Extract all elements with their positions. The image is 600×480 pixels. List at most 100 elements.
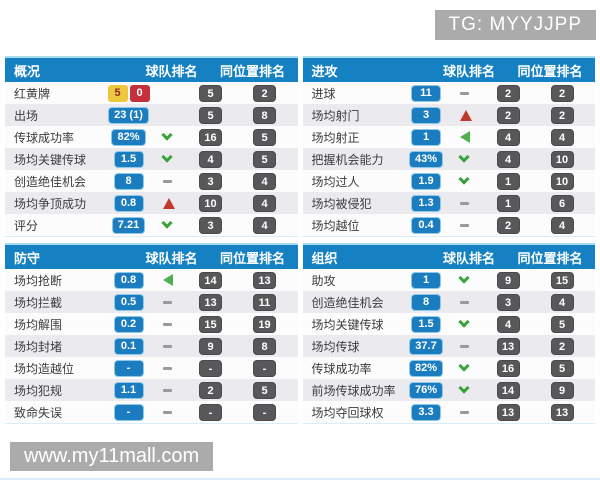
stat-value-cell: 37.7	[397, 337, 455, 355]
team-rank-column-header: 球队排名	[442, 63, 495, 79]
position-rank-cell: 9	[535, 381, 595, 399]
stat-row: 出场 23 (1) 5 8	[5, 104, 298, 126]
team-rank-badge: -	[199, 359, 222, 377]
stat-label: 进球	[311, 86, 336, 101]
stat-row: 场均越位 0.4 2 4	[302, 214, 595, 236]
stat-trend-cell	[455, 109, 481, 121]
trend-down-icon	[458, 173, 470, 185]
team-rank-cell: 4	[481, 315, 535, 333]
position-rank-cell: 4	[535, 128, 595, 146]
stat-value-cell: -	[100, 359, 158, 377]
team-rank-badge: 14	[199, 271, 222, 289]
stat-label: 场均造越位	[14, 361, 75, 376]
stat-row: 场均夺回球权 3.3 13 13	[302, 401, 595, 423]
stat-trend-cell	[158, 151, 184, 163]
team-rank-cell: 14	[184, 271, 238, 289]
team-rank-badge: 3	[199, 172, 222, 190]
stat-row: 场均关键传球 1.5 4 5	[302, 313, 595, 335]
trend-left-icon	[162, 274, 173, 286]
stat-value-cell: 1.5	[397, 315, 455, 333]
team-rank-cell: 13	[481, 337, 535, 355]
stat-trend-cell	[455, 173, 481, 185]
stat-row: 场均射正 1 4 4	[302, 126, 595, 148]
team-rank-cell: 16	[481, 359, 535, 377]
team-rank-badge: -	[199, 403, 222, 421]
position-rank-cell: 4	[535, 216, 595, 234]
stat-value-badge: 3.3	[411, 403, 441, 421]
team-rank-cell: 9	[481, 271, 535, 289]
team-rank-badge: 9	[496, 271, 520, 289]
stat-value-cell: 8	[100, 172, 158, 190]
position-rank-column-header: 同位置排名	[517, 63, 583, 79]
stat-label: 场均关键传球	[311, 317, 384, 332]
stat-label: 场均争顶成功	[14, 196, 87, 211]
trend-flat-icon	[460, 91, 469, 95]
stat-row: 创造绝佳机会 8 3 4	[5, 170, 298, 192]
stat-trend-cell	[158, 388, 184, 392]
position-rank-cell: 4	[238, 194, 298, 212]
trend-down-icon	[160, 151, 173, 163]
team-rank-cell: 15	[184, 315, 238, 333]
stat-value-cell: 82%	[397, 359, 455, 377]
stat-trend-cell	[455, 201, 481, 205]
stat-label: 评分	[14, 218, 39, 233]
stat-trend-cell	[455, 344, 481, 348]
stat-value-badge: 1.3	[411, 194, 441, 212]
stat-row: 评分 7.21 3 4	[5, 214, 298, 236]
stat-value-badge: -	[113, 359, 144, 377]
stat-value-badge: 82%	[111, 128, 146, 146]
stat-row: 场均过人 1.9 1 10	[302, 170, 595, 192]
trend-down-icon	[458, 360, 470, 372]
trend-flat-icon	[162, 366, 172, 370]
position-rank-column-header: 同位置排名	[517, 250, 583, 266]
position-rank-cell: 5	[535, 315, 595, 333]
stat-row: 把握机会能力 43% 4 10	[302, 148, 595, 170]
trend-flat-icon	[162, 179, 172, 183]
stat-trend-cell	[158, 410, 184, 414]
stat-value-badge: 0.5	[113, 293, 144, 311]
trend-left-icon	[460, 131, 470, 143]
team-rank-badge: 10	[199, 194, 222, 212]
team-rank-badge: 1	[496, 172, 520, 190]
position-rank-cell: 10	[535, 172, 595, 190]
stat-value-cell: 1.3	[397, 194, 455, 212]
stat-trend-cell	[158, 179, 184, 183]
stat-label: 场均解围	[14, 317, 63, 332]
position-rank-badge: 5	[253, 128, 276, 146]
stat-value-cell: 82%	[100, 128, 158, 146]
trend-flat-icon	[162, 300, 172, 304]
team-rank-badge: 5	[199, 106, 222, 124]
team-rank-badge: 14	[496, 381, 520, 399]
trend-flat-icon	[460, 344, 469, 348]
stat-row: 场均犯规 1.1 2 5	[5, 379, 298, 401]
team-rank-column-header: 球队排名	[442, 250, 495, 266]
trend-down-icon	[458, 151, 470, 163]
team-rank-cell: 13	[481, 403, 535, 421]
stat-value-badge: 76%	[408, 381, 444, 399]
team-rank-column-header: 球队排名	[145, 63, 198, 79]
stat-value-cell: 1.5	[100, 150, 158, 168]
stat-row: 创造绝佳机会 8 3 4	[302, 291, 595, 313]
stat-label: 场均封堵	[14, 339, 63, 354]
stat-value-badge: 0.4	[411, 216, 441, 234]
stat-label: 场均拦截	[14, 295, 63, 310]
team-rank-badge: 9	[199, 337, 222, 355]
panel-rows: 助攻 1 9 15 创造绝佳机会 8 3 4 场均关键传球 1.5 4 5 场均…	[302, 269, 595, 423]
position-rank-cell: 6	[535, 194, 595, 212]
position-rank-badge: 9	[550, 381, 574, 399]
stat-label: 场均犯规	[14, 383, 63, 398]
panel-header: 进攻 球队排名 同位置排名	[302, 58, 595, 82]
team-rank-badge: 15	[199, 315, 222, 333]
team-rank-badge: 13	[199, 293, 222, 311]
trend-down-icon	[458, 382, 470, 394]
trend-up-icon	[162, 197, 175, 209]
trend-flat-icon	[162, 388, 172, 392]
stat-label: 红黄牌	[14, 86, 51, 101]
position-rank-badge: 13	[550, 403, 574, 421]
panel-header: 防守 球队排名 同位置排名	[5, 245, 298, 269]
position-rank-badge: 2	[550, 337, 574, 355]
position-rank-cell: 5	[535, 359, 595, 377]
